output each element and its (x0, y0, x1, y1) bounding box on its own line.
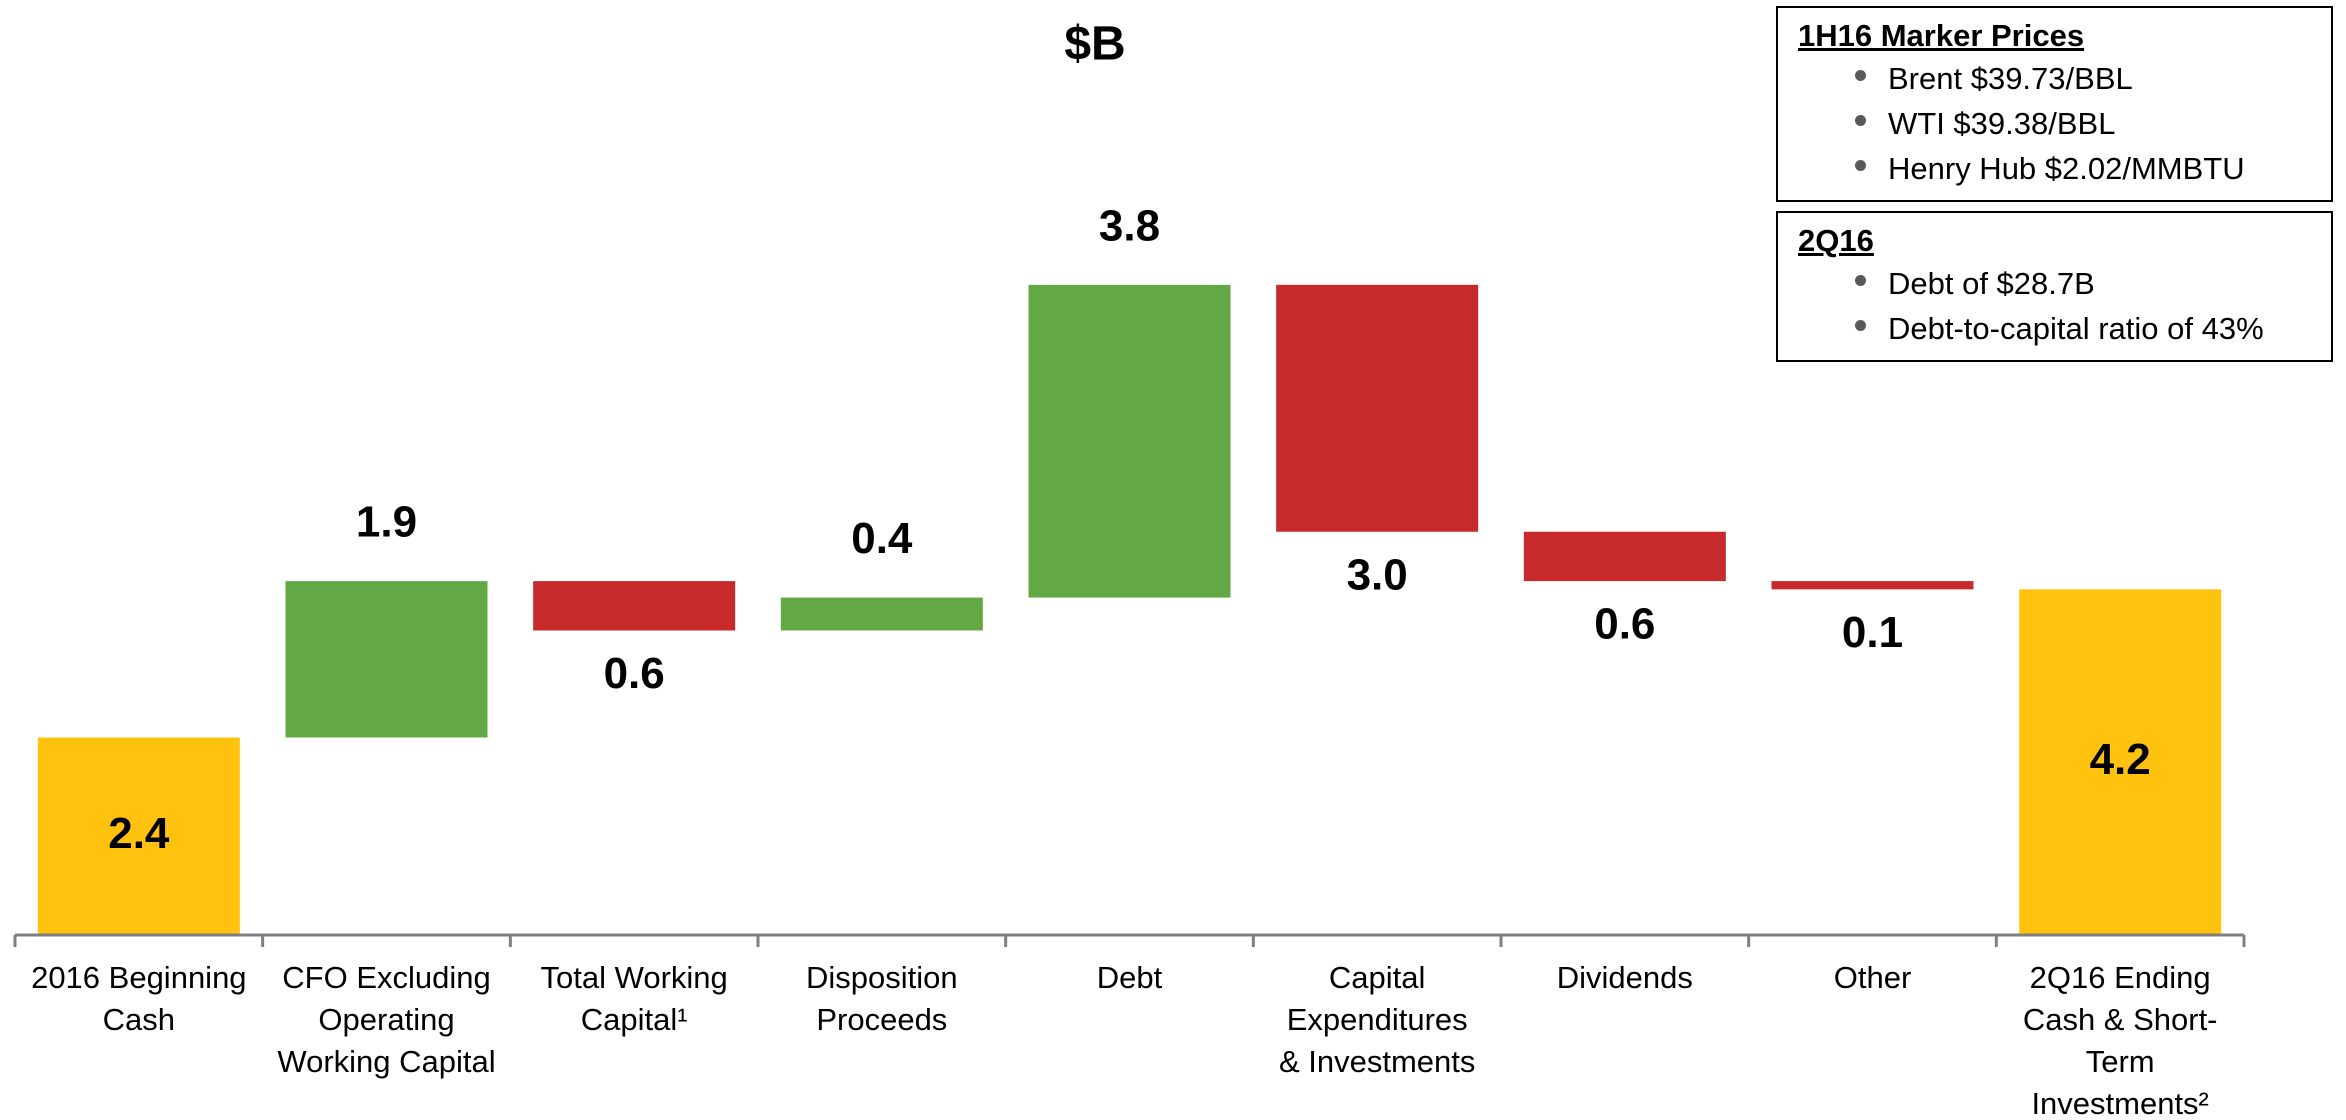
x-tick-label-line: Capital¹ (581, 1002, 688, 1037)
bar (285, 581, 488, 738)
x-tick-label-line: Cash & Short- (2023, 1002, 2218, 1037)
annotation-list: Debt of $28.7B Debt-to-capital ratio of 4… (1798, 261, 2331, 351)
annotation-item: Debt-to-capital ratio of 43% (1855, 306, 2331, 351)
annotation-item: Debt of $28.7B (1855, 261, 2331, 306)
x-tick-label: Dividends (1557, 960, 1693, 995)
x-tick-label: 2016 Beginning Cash (31, 960, 246, 1037)
bar (533, 581, 736, 631)
data-label: 3.8 (1099, 201, 1160, 250)
x-tick-label-line: CFO Excluding (282, 960, 490, 995)
x-tick-label-line: Disposition (806, 960, 958, 995)
x-tick-label-line: Proceeds (816, 1002, 947, 1037)
annotation-item: Henry Hub $2.02/MMBTU (1855, 146, 2331, 191)
data-label: 0.1 (1842, 608, 1903, 657)
bar (1771, 581, 1974, 590)
annotation-box: 1H16 Marker Prices Brent $39.73/BBL WTI $3… (1776, 6, 2333, 202)
x-tick-label-line: Cash (103, 1002, 175, 1037)
data-label: 0.6 (604, 649, 665, 698)
bar (1276, 284, 1479, 532)
x-tick-label-line: Other (1834, 960, 1912, 995)
annotation-title: 1H16 Marker Prices (1798, 18, 2085, 53)
annotation-title: 2Q16 (1798, 223, 1874, 258)
x-tick-label-line: Total Working (541, 960, 728, 995)
x-tick-label-line: Term (2086, 1044, 2155, 1079)
x-tick-label: Total Working Capital¹ (541, 960, 728, 1037)
annotation-box: 2Q16 Debt of $28.7B Debt-to-capital ratio … (1776, 211, 2333, 362)
x-tick-label: Debt (1097, 960, 1163, 995)
x-tick-label-line: Operating (318, 1002, 454, 1037)
annotation-item: Brent $39.73/BBL (1855, 56, 2331, 101)
x-tick-label-line: Capital (1329, 960, 1426, 995)
x-tick-label-line: Working Capital (277, 1044, 495, 1079)
x-tick-label-line: 2Q16 Ending (2030, 960, 2211, 995)
chart-title: $B (1064, 18, 1125, 71)
bar (1523, 531, 1726, 582)
x-tick-label-line: Dividends (1557, 960, 1693, 995)
x-tick-label: Disposition Proceeds (806, 960, 958, 1037)
bar (780, 597, 983, 631)
data-label: 0.4 (851, 514, 913, 563)
data-label: 4.2 (2090, 735, 2151, 784)
data-label: 3.0 (1347, 550, 1408, 599)
bar (1028, 284, 1231, 598)
x-tick-label-line: Debt (1097, 960, 1163, 995)
x-tick-label-line: 2016 Beginning (31, 960, 246, 995)
x-tick-label: 2Q16 Ending Cash & Short- Term Investments² (2023, 960, 2218, 1120)
x-tick-label: Other (1834, 960, 1912, 995)
data-label: 1.9 (356, 498, 417, 547)
x-tick-label: Capital Expenditures & Investments (1279, 960, 1475, 1079)
x-tick-label-line: & Investments (1279, 1044, 1475, 1079)
x-tick-label-line: Investments² (2031, 1086, 2208, 1120)
data-label: 2.4 (108, 809, 170, 858)
data-label: 0.6 (1594, 600, 1655, 649)
x-tick-label-line: Expenditures (1287, 1002, 1468, 1037)
bar (37, 737, 240, 935)
bar (2019, 589, 2222, 935)
annotation-list: Brent $39.73/BBL WTI $39.38/BBL Henry Hub … (1798, 56, 2331, 191)
x-tick-label: CFO Excluding Operating Working Capital (277, 960, 495, 1079)
annotation-item: WTI $39.38/BBL (1855, 101, 2331, 146)
